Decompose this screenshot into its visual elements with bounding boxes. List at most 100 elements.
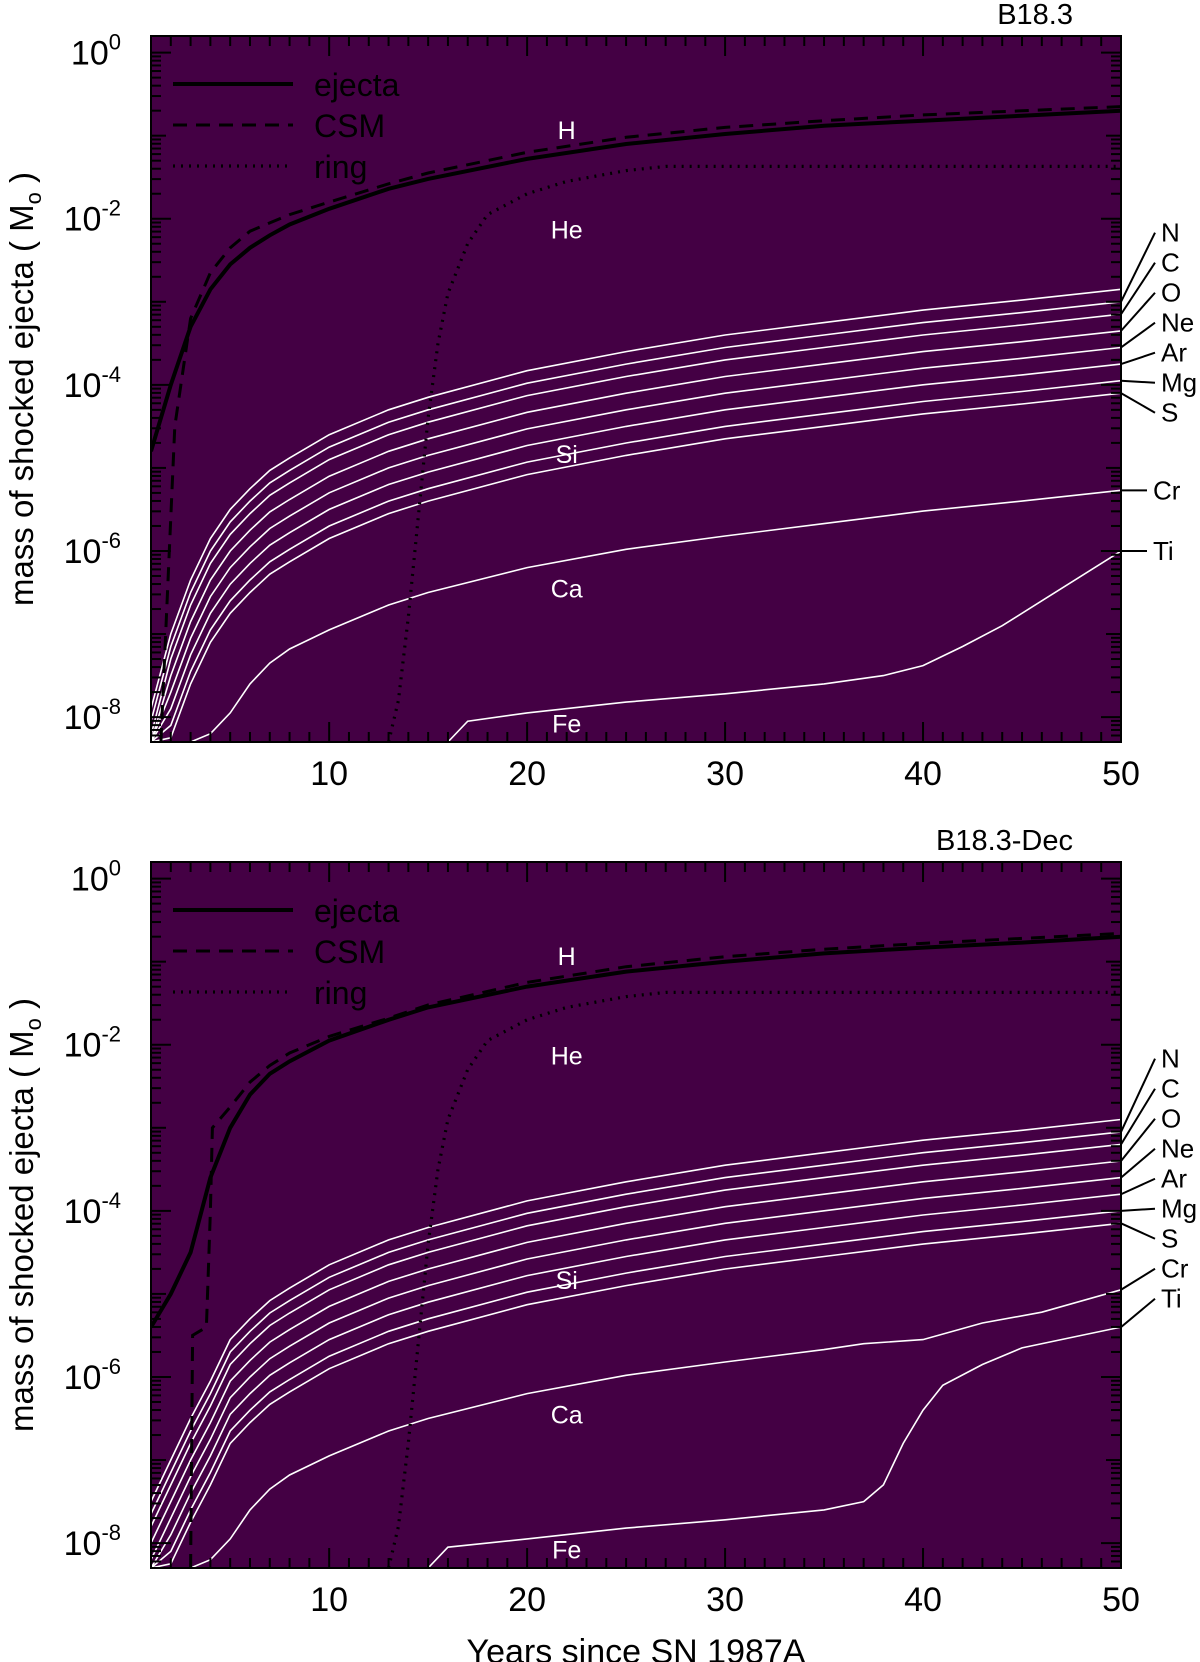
y-tick-base: 10: [64, 1193, 102, 1231]
band-fe: [151, 862, 1121, 1568]
right-leader-s: [1120, 1222, 1156, 1240]
band-label-h: H: [558, 117, 576, 145]
right-leader-ne: [1120, 1147, 1156, 1179]
band-label-he: He: [551, 1043, 583, 1071]
band-boundary-ar: [151, 1193, 1121, 1568]
csm-line: [159, 105, 1121, 742]
right-label-cr: Cr: [1161, 1254, 1189, 1284]
right-label-ne: Ne: [1161, 1134, 1194, 1164]
x-tick-label: 30: [706, 755, 744, 793]
right-leader-o: [1120, 1118, 1156, 1162]
band-boundary-n: [151, 1131, 1121, 1515]
band-boundary-o: [151, 1160, 1121, 1544]
right-label-o: O: [1161, 1104, 1181, 1134]
band-boundary-ca: [151, 1326, 1121, 1568]
y-tick-exponent: -4: [101, 362, 121, 387]
band-label-si: Si: [556, 441, 578, 469]
right-leader-c: [1120, 1088, 1156, 1145]
band-fe: [151, 36, 1121, 742]
chart-title: B18.3: [997, 0, 1073, 31]
y-tick-base: 10: [64, 201, 102, 239]
band-boundary-si: [151, 489, 1121, 742]
plot-area: [151, 36, 1121, 742]
right-leader-c: [1120, 262, 1156, 315]
right-label-ar: Ar: [1161, 338, 1187, 368]
right-leader-mg: [1120, 1207, 1156, 1212]
right-leader-ar: [1120, 351, 1156, 366]
x-tick-label: 50: [1102, 1581, 1140, 1619]
plot-area: [151, 862, 1121, 1568]
y-tick-base: 10: [71, 861, 109, 899]
band-label-ca: Ca: [551, 575, 583, 603]
band-boundary-he: [151, 1118, 1121, 1502]
band-boundary-mg: [151, 379, 1121, 742]
band-boundary-s: [151, 1222, 1121, 1568]
right-leader-cr: [1120, 1267, 1156, 1291]
ring-line: [387, 164, 1121, 742]
legend-label-ejecta: ejecta: [314, 893, 400, 929]
right-label-n: N: [1161, 1044, 1180, 1074]
band-boundary-s: [151, 392, 1121, 742]
y-tick-base: 10: [64, 699, 102, 737]
x-tick-label: 50: [1102, 755, 1140, 793]
right-label-c: C: [1161, 248, 1180, 278]
y-tick-label: 100: [71, 856, 121, 899]
y-tick-exponent: -4: [101, 1188, 121, 1213]
y-tick-exponent: 0: [109, 856, 121, 881]
x-tick-label: 10: [310, 1581, 348, 1619]
right-leader-ne: [1120, 321, 1156, 349]
y-tick-exponent: -6: [101, 528, 121, 553]
band-boundary-c: [151, 313, 1121, 736]
y-axis-label-sub: o: [21, 1018, 46, 1030]
band-boundary-si: [151, 1289, 1121, 1568]
y-tick-exponent: -2: [101, 1022, 121, 1047]
y-tick-label: 10-8: [64, 1520, 121, 1563]
x-tick-label: 20: [508, 1581, 546, 1619]
band-boundary-he: [151, 288, 1121, 710]
x-tick-label: 10: [310, 755, 348, 793]
y-tick-label: 10-2: [64, 1022, 121, 1065]
csm-line: [189, 931, 1121, 1568]
right-label-mg: Mg: [1161, 1194, 1197, 1224]
band-boundary-ca: [151, 550, 1121, 742]
right-label-cr: Cr: [1153, 475, 1181, 505]
band-boundary-ar: [151, 363, 1121, 742]
band-label-he: He: [551, 217, 583, 245]
y-tick-label: 10-2: [64, 196, 121, 239]
y-tick-label: 10-4: [64, 362, 121, 405]
y-tick-exponent: -8: [101, 694, 121, 719]
y-axis-label: mass of shocked ejecta ( Mo ): [3, 998, 46, 1432]
ejecta-line: [151, 108, 1121, 452]
x-tick-label: 30: [706, 1581, 744, 1619]
y-tick-base: 10: [64, 367, 102, 405]
right-leader-n: [1120, 1058, 1156, 1133]
y-tick-base: 10: [64, 1525, 102, 1563]
y-axis-label: mass of shocked ejecta ( Mo ): [3, 172, 46, 606]
band-boundary-n: [151, 301, 1121, 722]
right-label-ne: Ne: [1161, 308, 1194, 338]
band-boundary-ne: [151, 1176, 1121, 1561]
y-tick-base: 10: [64, 1359, 102, 1397]
y-tick-exponent: 0: [109, 30, 121, 55]
right-leader-mg: [1120, 379, 1156, 384]
legend-label-ring: ring: [314, 149, 367, 185]
legend-label-ejecta: ejecta: [314, 67, 400, 103]
ring-line: [387, 990, 1121, 1568]
y-tick-label: 10-8: [64, 694, 121, 737]
x-axis-label: Years since SN 1987A: [467, 1633, 806, 1662]
y-tick-label: 10-4: [64, 1188, 121, 1231]
band-boundary-ne: [151, 346, 1121, 742]
y-axis-label-close: ): [3, 172, 40, 192]
right-label-mg: Mg: [1161, 368, 1197, 398]
right-label-o: O: [1161, 278, 1181, 308]
right-leader-ar: [1120, 1177, 1156, 1196]
x-tick-label: 20: [508, 755, 546, 793]
band-boundary-o: [151, 330, 1121, 742]
right-label-ti: Ti: [1161, 1284, 1182, 1314]
band-label-h: H: [558, 943, 576, 971]
band-boundary-mg: [151, 1210, 1121, 1568]
right-label-s: S: [1161, 1224, 1178, 1254]
